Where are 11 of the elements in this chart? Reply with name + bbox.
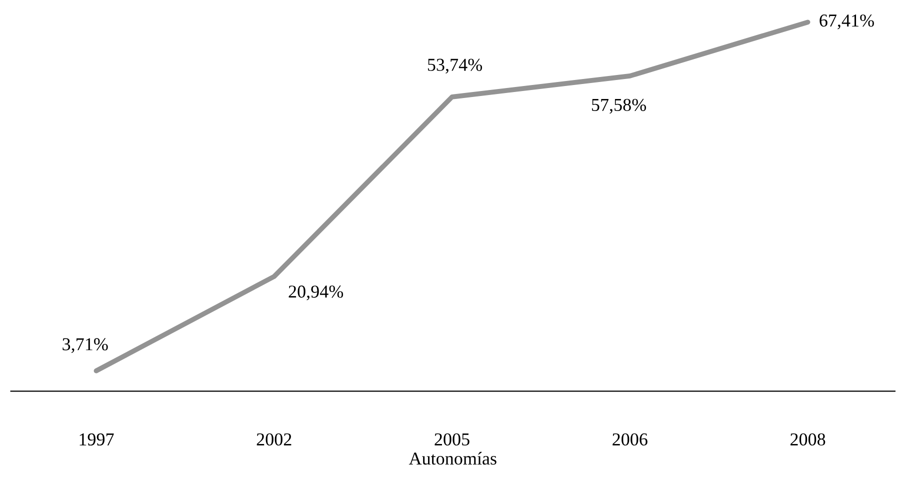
x-tick-label: 2002 — [256, 433, 292, 446]
x-tick-label: 2008 — [790, 433, 826, 446]
data-label: 67,41% — [820, 14, 874, 30]
x-tick-label: 2005 — [434, 433, 470, 446]
data-label: 20,94% — [288, 286, 344, 300]
data-label: 53,74% — [428, 58, 482, 74]
x-tick-label: 2006 — [612, 433, 648, 446]
data-label: 57,58% — [592, 98, 646, 114]
x-tick-label: 1997 — [80, 433, 114, 446]
x-axis-title: Autonomías — [408, 452, 496, 465]
data-label: 3,71% — [62, 338, 108, 353]
